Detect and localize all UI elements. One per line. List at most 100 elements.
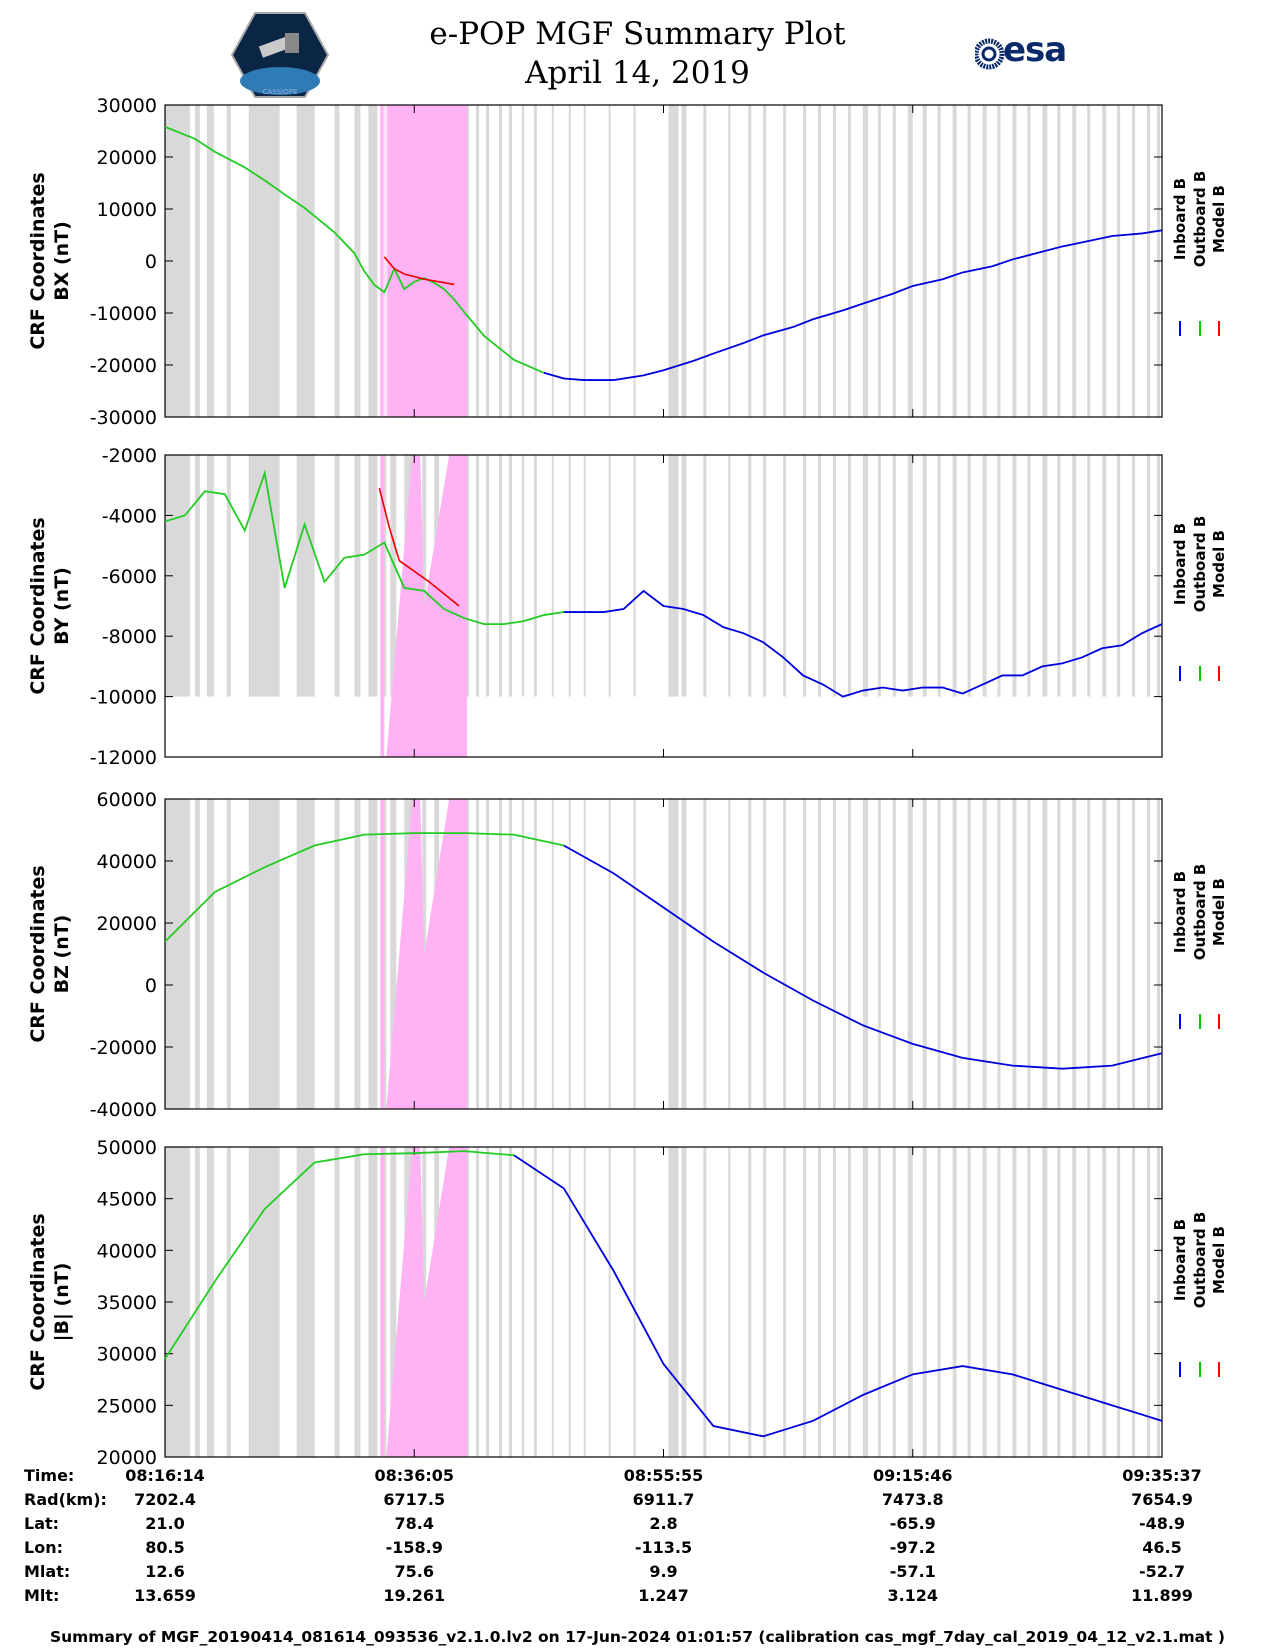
y-axis-label-line2: BZ (nT): [51, 915, 73, 994]
y-tick-label: -20000: [90, 355, 157, 377]
y-tick-label: -20000: [90, 1037, 157, 1059]
data-gap-band: [703, 799, 707, 1109]
data-gap-band: [206, 799, 214, 1109]
data-gap-band: [194, 455, 200, 697]
table-cell-mlat: -57.1: [889, 1562, 936, 1581]
data-gap-band: [1072, 105, 1077, 417]
data-gap-band: [1087, 105, 1091, 417]
data-gap-band: [422, 455, 427, 697]
outboard-b-line: [164, 469, 564, 626]
data-gap-band: [668, 455, 679, 697]
data-gap-band: [498, 1147, 502, 1457]
legend-label: Inboard B: [1171, 178, 1189, 260]
table-cell-lon: -158.9: [385, 1538, 443, 1557]
data-gap-band: [748, 105, 752, 417]
data-gap-band: [763, 1147, 767, 1457]
data-gap-band: [551, 799, 554, 1109]
panel-3: 60000 40000 20000 0 -20000 -40000 CRF Coordina…: [27, 789, 1228, 1121]
legend-label: Model B: [1210, 1226, 1228, 1294]
table-cell-mlat: 9.9: [649, 1562, 678, 1581]
data-gap-band: [1027, 1147, 1031, 1457]
data-gap-band: [1027, 105, 1031, 417]
data-gap-band: [1132, 455, 1136, 697]
data-gap-band: [877, 105, 881, 417]
outboard-b-line: [164, 832, 564, 943]
data-gap-band: [583, 799, 586, 1109]
highlight-band: [380, 105, 468, 417]
data-gap-band: [206, 1147, 214, 1457]
data-gap-band: [877, 455, 881, 697]
data-gap-band: [354, 799, 361, 1109]
data-gap-band: [997, 105, 1001, 417]
data-gap-band: [1057, 455, 1061, 697]
data-gap-band: [1147, 799, 1151, 1109]
data-gap-band: [1057, 799, 1061, 1109]
data-gap-band: [476, 105, 480, 417]
data-gap-band: [783, 105, 787, 417]
legend-label: Inboard B: [1171, 1219, 1189, 1301]
table-cell-lon: -113.5: [634, 1538, 693, 1557]
y-tick-label: -6000: [102, 566, 157, 588]
data-gap-band: [1102, 105, 1107, 417]
data-gap-band: [847, 455, 851, 697]
data-gap-band: [937, 1147, 941, 1457]
data-gap-band: [248, 105, 280, 417]
data-gap-band: [354, 455, 361, 697]
data-gap-band: [1117, 1147, 1121, 1457]
data-gap-band: [486, 799, 490, 1109]
outboard-b-line: [164, 1150, 515, 1360]
data-gap-band: [633, 105, 636, 417]
data-gap-band: [681, 105, 687, 417]
table-cell-time: 08:55:55: [623, 1466, 704, 1485]
data-gap-band: [832, 105, 836, 417]
data-gap-band: [703, 455, 707, 697]
data-gap-band: [476, 455, 480, 697]
data-gap-band: [803, 1147, 807, 1457]
y-tick-label: -10000: [90, 687, 157, 709]
y-tick-label: 45000: [97, 1189, 157, 1211]
data-gap-band: [226, 1147, 231, 1457]
y-tick-label: 0: [145, 975, 157, 997]
table-cell-lon: 46.5: [1142, 1538, 1182, 1557]
y-axis-label-line2: BY (nT): [51, 567, 73, 645]
data-gap-band: [952, 1147, 957, 1457]
data-gap-band: [728, 455, 731, 697]
y-tick-label: -30000: [90, 407, 157, 429]
data-gap-band: [982, 1147, 987, 1457]
data-gap-band: [937, 799, 941, 1109]
table-cell-rad: 7654.9: [1131, 1490, 1193, 1509]
data-gap-band: [486, 455, 490, 697]
data-gap-band: [1027, 455, 1031, 697]
data-gap-band: [608, 105, 611, 417]
y-tick-label: 10000: [97, 199, 157, 221]
table-cell-time: 08:36:05: [374, 1466, 455, 1485]
data-gap-band: [206, 105, 214, 417]
data-gap-band: [633, 455, 636, 697]
data-gap-band: [521, 799, 524, 1109]
highlight-band: [380, 1147, 385, 1457]
data-gap-band: [847, 799, 851, 1109]
y-axis-label-line1: CRF Coordinates: [27, 1213, 49, 1390]
data-gap-band: [703, 1147, 707, 1457]
legend-label: Model B: [1210, 530, 1228, 598]
table-cell-rad: 7202.4: [134, 1490, 196, 1509]
data-gap-band: [1087, 799, 1091, 1109]
data-gap-band: [748, 455, 752, 697]
data-gap-band: [1042, 105, 1048, 417]
data-gap-band: [498, 455, 502, 697]
y-tick-label: 50000: [97, 1137, 157, 1159]
data-gap-band: [892, 799, 896, 1109]
data-gap-band: [1087, 455, 1091, 697]
panel-4: 50000 45000 40000 35000 30000 25000 20000 CRF C…: [27, 1137, 1228, 1469]
data-gap-band: [877, 1147, 881, 1457]
table-cell-mlt: 11.899: [1131, 1586, 1193, 1605]
data-gap-band: [226, 105, 231, 417]
data-gap-band: [668, 1147, 679, 1457]
data-gap-band: [907, 105, 913, 417]
table-cell-mlt: 19.261: [383, 1586, 446, 1605]
legend-label: Outboard B: [1191, 171, 1209, 268]
data-gap-band: [1147, 105, 1151, 417]
data-gap-band: [608, 1147, 611, 1457]
data-gap-band: [633, 1147, 636, 1457]
data-gap-band: [847, 105, 851, 417]
